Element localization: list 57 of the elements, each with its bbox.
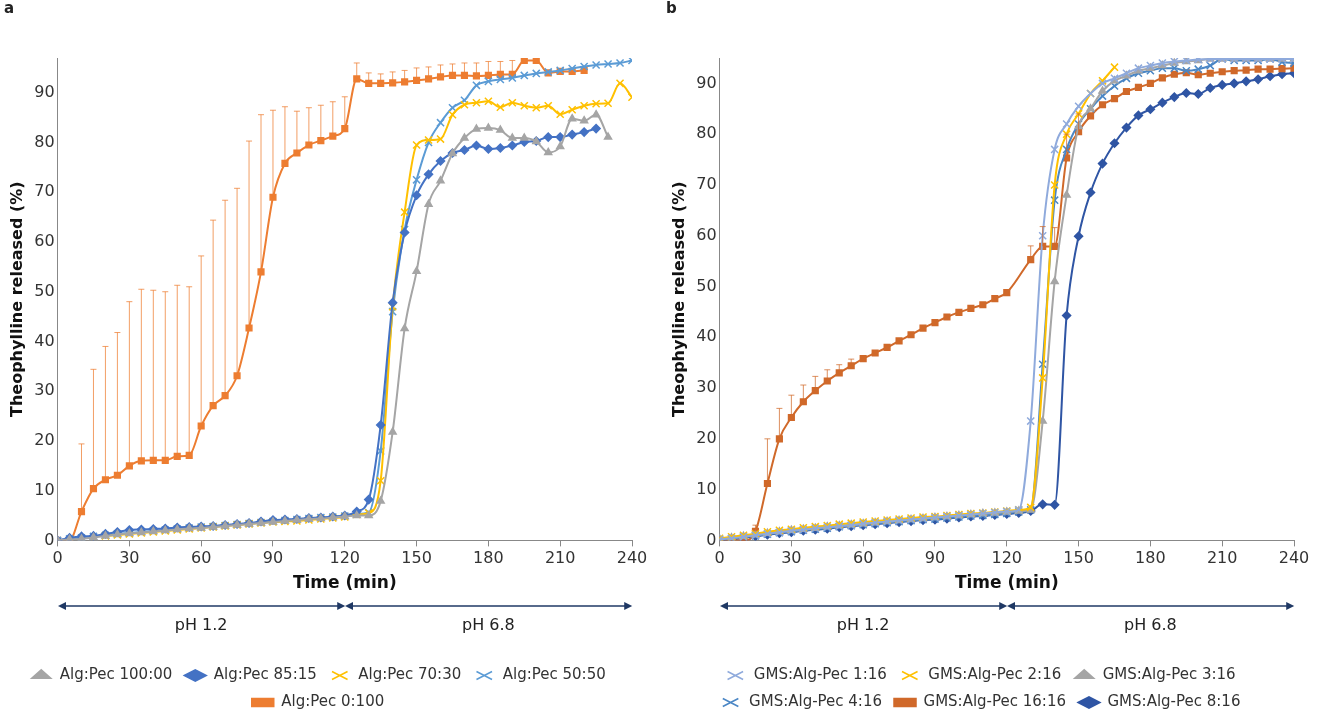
legend-label: GMS:Alg-Pec 1:16 bbox=[753, 665, 887, 684]
legend-label: Alg:Pec 0:100 bbox=[281, 692, 385, 711]
x-tick-label: 210 bbox=[544, 548, 576, 568]
x-axis-title: Time (min) bbox=[954, 572, 1059, 593]
y-tick-label: 20 bbox=[34, 430, 55, 450]
x-tick-label: 180 bbox=[1135, 548, 1166, 568]
x-tick-label: 180 bbox=[473, 548, 504, 568]
x-tick-label: 210 bbox=[1206, 548, 1238, 568]
x-tick-label: 60 bbox=[190, 548, 212, 568]
y-axis-title: Theophylline released (%) bbox=[6, 181, 26, 418]
y-tick-label: 80 bbox=[34, 131, 55, 151]
y-tick-label: 50 bbox=[696, 275, 717, 295]
y-tick-label: 20 bbox=[696, 428, 717, 447]
text: pH 1.2 bbox=[835, 615, 891, 634]
y-tick-label: 30 bbox=[696, 377, 717, 397]
y-tick-label: 70 bbox=[696, 174, 717, 194]
x-tick-label: 30 bbox=[119, 548, 140, 568]
x-tick-label: 60 bbox=[852, 548, 874, 568]
y-tick-label: 40 bbox=[696, 326, 717, 346]
chart-title: b bbox=[666, 0, 677, 17]
text: pH 6.8 bbox=[461, 615, 516, 634]
y-tick-label: 30 bbox=[34, 380, 55, 400]
legend-label: GMS:Alg-Pec 16:16 bbox=[923, 692, 1067, 711]
x-tick-label: 150 bbox=[401, 548, 432, 568]
x-tick-label: 120 bbox=[329, 548, 361, 568]
x-tick-label: 120 bbox=[991, 548, 1023, 568]
y-tick-label: 0 bbox=[44, 529, 55, 549]
y-axis-title: Theophylline released (%) bbox=[668, 181, 688, 418]
y-tick-label: 0 bbox=[706, 529, 717, 549]
y-tick-label: 60 bbox=[696, 224, 717, 244]
legend-label: Alg:Pec 85:15 bbox=[213, 665, 317, 684]
x-tick-label: 90 bbox=[262, 548, 284, 568]
y-tick-label: 60 bbox=[34, 231, 55, 251]
chart-title: a bbox=[4, 0, 15, 17]
x-tick-label: 240 bbox=[616, 548, 648, 568]
legend-label: Alg:Pec 50:50 bbox=[502, 665, 606, 684]
legend-label: Alg:Pec 100:00 bbox=[59, 665, 173, 684]
x-axis-title: Time (min) bbox=[292, 572, 397, 593]
legend-label: GMS:Alg-Pec 4:16 bbox=[749, 692, 883, 711]
x-tick-label: 90 bbox=[924, 548, 946, 568]
y-tick-label: 50 bbox=[34, 280, 55, 300]
y-tick-label: 90 bbox=[34, 81, 55, 101]
legend-label: GMS:Alg-Pec 2:16 bbox=[928, 665, 1062, 684]
x-tick-label: 30 bbox=[781, 548, 802, 568]
y-tick-label: 10 bbox=[696, 478, 717, 498]
y-tick-label: 70 bbox=[34, 181, 55, 201]
y-tick-label: 80 bbox=[696, 123, 717, 143]
y-tick-label: 10 bbox=[34, 479, 55, 499]
legend-label: GMS:Alg-Pec 3:16 bbox=[1102, 665, 1236, 684]
x-tick-label: 240 bbox=[1278, 548, 1310, 568]
text: pH 6.8 bbox=[1123, 615, 1178, 634]
y-tick-label: 40 bbox=[34, 330, 55, 350]
legend-label: Alg:Pec 70:30 bbox=[358, 665, 462, 684]
y-tick-label: 90 bbox=[696, 72, 717, 92]
legend-label: GMS:Alg-Pec 8:16 bbox=[1107, 692, 1241, 711]
text: pH 1.2 bbox=[173, 615, 229, 634]
x-tick-label: 150 bbox=[1063, 548, 1094, 568]
